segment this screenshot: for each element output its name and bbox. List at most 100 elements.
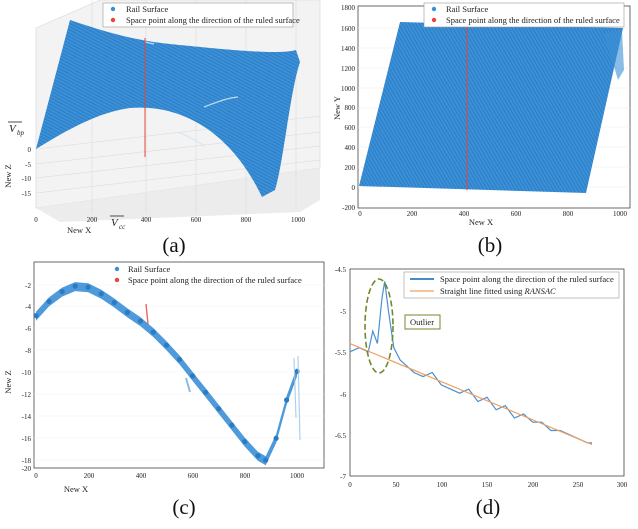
c-ytick: -14 — [22, 413, 32, 421]
rail-surface-point — [72, 283, 78, 289]
d-xtick: 300 — [617, 481, 628, 489]
b-ytick: 1000 — [341, 85, 356, 93]
a-xtick: 0 — [34, 216, 38, 224]
d-xtick: 250 — [573, 481, 584, 489]
rail-surface-c — [33, 282, 300, 466]
rail-surface-point — [263, 457, 269, 463]
b-xlabel: New X — [469, 217, 493, 227]
c-ytick: -4 — [25, 303, 31, 311]
legend-a-rail: Rail Surface — [126, 4, 168, 14]
b-xtick: 600 — [511, 210, 522, 218]
rail-surface-point — [273, 435, 279, 441]
b-ytick: 200 — [345, 164, 356, 172]
b-xtick: 1000 — [613, 210, 628, 218]
rail-surface-point — [229, 422, 235, 428]
a-xlabel: New X — [67, 225, 91, 235]
outlier-box — [404, 314, 441, 330]
rail-surface-a — [36, 20, 300, 197]
rail-surface-c-end — [293, 355, 301, 441]
c-xtick: 600 — [188, 472, 199, 480]
legend-b: Rail Surface Space point along the direc… — [423, 2, 625, 28]
rail-surface-point — [46, 298, 52, 304]
a-xtick: 200 — [87, 216, 98, 224]
d-xtick: 200 — [528, 481, 539, 489]
c-xtick: 800 — [240, 472, 251, 480]
rail-surface-point — [216, 406, 222, 412]
a-xtick: 600 — [191, 216, 202, 224]
c-ylabel: New Z — [3, 370, 13, 393]
rail-surface-point — [163, 342, 170, 348]
rail-surface-point — [137, 318, 143, 324]
legend-d-curve: Space point along the direction of the r… — [440, 274, 614, 284]
c-ytick: -12 — [22, 391, 32, 399]
rail-surface-point — [150, 329, 156, 335]
c-xtick: 0 — [34, 472, 38, 480]
rail-surface-point — [98, 291, 104, 297]
panel-a: 0 200 400 600 800 1000 0 -5 -10 -15 New … — [3, 0, 321, 257]
legend-b-marker-rail — [431, 6, 437, 12]
legend-b-rail: Rail Surface — [446, 4, 488, 14]
c-ytick: -16 — [22, 435, 32, 443]
legend-d: Space point along the direction of the r… — [403, 271, 620, 299]
c-xlabel: New X — [64, 484, 88, 494]
panel-c-axes — [33, 261, 325, 469]
b-ytick: 1600 — [341, 25, 356, 33]
b-xtick: 0 — [358, 210, 362, 218]
caption-c: (c) — [172, 495, 195, 519]
outlier-ellipse — [364, 278, 394, 374]
b-ytick: 400 — [345, 144, 356, 152]
d-xtick: 0 — [348, 481, 352, 489]
rail-surface-point — [177, 356, 183, 363]
rail-surface-point — [190, 373, 196, 379]
a-ytick: -10 — [22, 175, 32, 183]
legend-b-marker-space — [431, 17, 437, 23]
d-xtick: 150 — [482, 481, 493, 489]
caption-a: (a) — [162, 233, 185, 257]
a-ylabel: New Z — [3, 164, 13, 187]
b-ytick: 600 — [345, 124, 356, 132]
d-xtick: 100 — [437, 481, 448, 489]
legend-c-rail: Rail Surface — [128, 264, 170, 274]
d-xtick: 50 — [393, 481, 401, 489]
b-ylabel: New Y — [332, 96, 342, 120]
rail-surface-c-points — [33, 283, 300, 463]
b-ytick: -200 — [342, 204, 355, 212]
c-ytick: -8 — [25, 347, 31, 355]
b-xtick: 200 — [407, 210, 418, 218]
b-xtick: 400 — [459, 210, 470, 218]
a-vector-cc: V cc — [110, 215, 126, 231]
svg-text:cc: cc — [119, 223, 126, 231]
b-ytick: 0 — [352, 184, 356, 192]
a-vector-bp: V bp — [8, 121, 25, 137]
profile-curve — [349, 281, 592, 444]
legend-c-space: Space point along the direction of the r… — [128, 275, 302, 285]
c-ytick: -20 — [22, 465, 32, 473]
rail-surface-point — [242, 439, 248, 445]
panel-a-floor — [36, 168, 320, 222]
svg-text:V: V — [9, 123, 17, 135]
d-ytick: -6.5 — [335, 432, 347, 440]
rail-surface-point — [124, 309, 130, 315]
rail-surface-point — [111, 299, 117, 306]
legend-a-space: Space point along the direction of the r… — [126, 15, 300, 25]
panel-d-axes — [349, 268, 625, 477]
d-ytick: -6 — [340, 391, 346, 399]
svg-text:V: V — [111, 217, 119, 229]
rail-surface-point — [255, 453, 261, 459]
rail-surface-point — [85, 284, 91, 290]
caption-b: (b) — [478, 233, 503, 257]
rail-surface-point — [59, 289, 65, 295]
c-xtick: 200 — [84, 472, 95, 480]
b-xtick: 800 — [563, 210, 574, 218]
space-point-line-c — [145, 303, 149, 325]
svg-text:bp: bp — [17, 129, 25, 137]
d-ytick: -5.5 — [335, 349, 347, 357]
rail-surface-c-fragment — [185, 377, 191, 393]
rail-surface-point — [284, 397, 290, 403]
legend-a: Rail Surface Space point along the direc… — [102, 2, 300, 28]
b-ytick: 1200 — [341, 65, 356, 73]
a-xtick: 800 — [241, 216, 252, 224]
a-xtick: 400 — [141, 216, 152, 224]
rail-surface-point — [33, 313, 39, 319]
